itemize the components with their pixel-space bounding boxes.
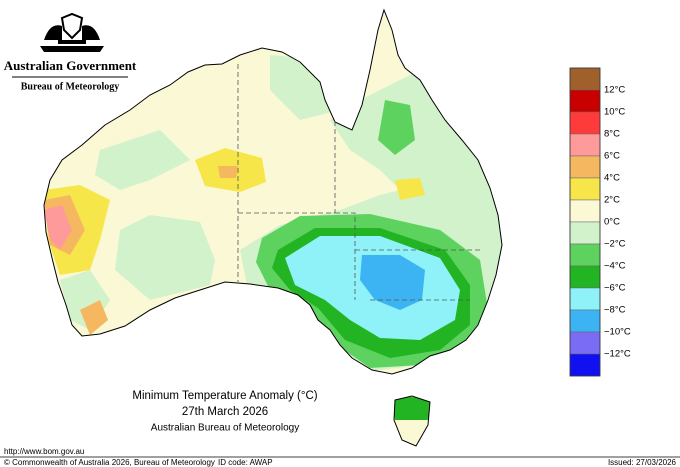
map-title: Minimum Temperature Anomaly (°C) (132, 390, 317, 402)
government-name: Australian Government (4, 58, 137, 73)
legend-swatch (569, 331, 601, 355)
map-date: 27th March 2026 (182, 406, 268, 418)
legend: 12°C 10°C 8°C 6°C 4°C 2°C 0°C −2°C −4°C −6°C −8°C −… (569, 67, 631, 377)
legend-swatch (569, 287, 601, 311)
legend-label: −10°C (604, 327, 631, 338)
agency-name: Bureau of Meteorology (21, 81, 120, 92)
footer-url: http://www.bom.gov.au (4, 447, 84, 456)
legend-swatch (569, 177, 601, 201)
legend-swatch (569, 309, 601, 333)
legend-swatch (569, 221, 601, 245)
map-source: Australian Bureau of Meteorology (151, 423, 299, 434)
legend-label: 0°C (604, 217, 620, 228)
legend-swatch (569, 199, 601, 223)
legend-label: −12°C (604, 349, 631, 360)
legend-swatch (569, 155, 601, 179)
legend-swatch (569, 67, 601, 91)
legend-label: 6°C (604, 151, 620, 162)
legend-label: −8°C (604, 305, 626, 316)
legend-label: 2°C (604, 195, 620, 206)
state-borders (237, 64, 480, 301)
coat-of-arms (40, 12, 104, 52)
footer-copyright: © Commonwealth of Australia 2026, Bureau… (4, 458, 215, 467)
legend-label: 4°C (604, 173, 620, 184)
legend-label: 12°C (604, 85, 625, 96)
legend-swatch (569, 133, 601, 157)
legend-swatch (569, 353, 601, 377)
footer-issued: Issued: 27/03/2026 (608, 458, 677, 467)
legend-label: 10°C (604, 107, 625, 118)
legend-swatch (569, 111, 601, 135)
legend-swatch (569, 89, 601, 113)
legend-frame (569, 67, 601, 377)
legend-swatch (569, 265, 601, 289)
legend-swatch (569, 243, 601, 267)
footer-id-code: ID code: AWAP (218, 458, 273, 467)
coastline (43, 8, 503, 447)
legend-label: −6°C (604, 283, 626, 294)
legend-label: −4°C (604, 261, 626, 272)
legend-label: 8°C (604, 129, 620, 140)
legend-label: −2°C (604, 239, 626, 250)
